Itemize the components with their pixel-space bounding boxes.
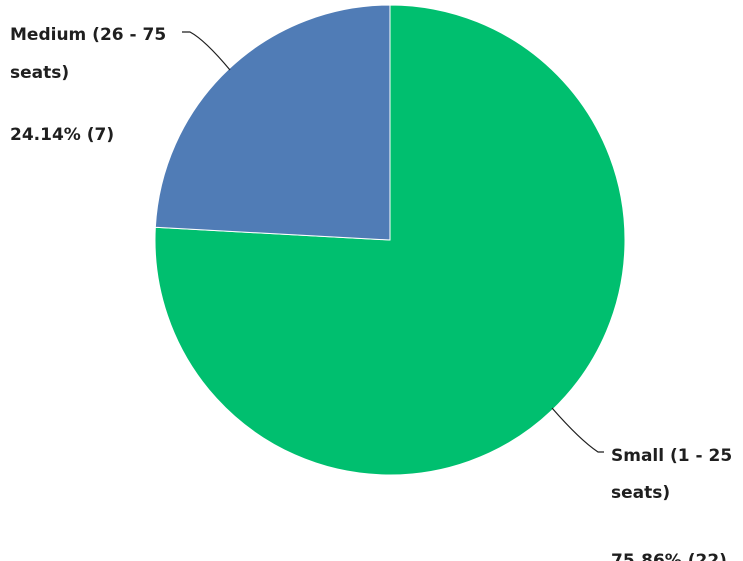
- pie-slices: [154, 4, 626, 476]
- leader-line-small: [551, 407, 604, 453]
- medium-label-line-1: Medium (26 - 75: [10, 25, 166, 45]
- small-label-line-1: Small (1 - 25: [611, 446, 732, 466]
- medium-value-label: 24.14% (7): [10, 125, 114, 145]
- medium-label-line-2: seats): [10, 63, 69, 83]
- label-small: Small (1 - 25 seats) 75.86% (22): [611, 446, 732, 561]
- pie-slice-medium: [154, 4, 391, 241]
- leader-lines: [182, 31, 604, 453]
- label-medium: Medium (26 - 75 seats) 24.14% (7): [10, 25, 166, 145]
- leader-line-medium: [182, 31, 231, 71]
- small-label-line-2: seats): [611, 483, 670, 503]
- small-value-label: 75.86% (22): [611, 551, 727, 561]
